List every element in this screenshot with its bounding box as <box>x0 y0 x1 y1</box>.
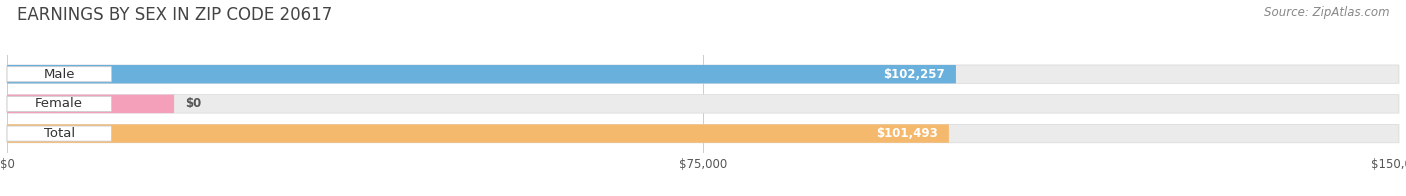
FancyBboxPatch shape <box>7 124 949 143</box>
Text: Source: ZipAtlas.com: Source: ZipAtlas.com <box>1264 6 1389 19</box>
FancyBboxPatch shape <box>7 65 1399 83</box>
Text: $101,493: $101,493 <box>876 127 938 140</box>
Text: $102,257: $102,257 <box>883 68 945 81</box>
FancyBboxPatch shape <box>7 65 956 83</box>
Text: Male: Male <box>44 68 75 81</box>
Text: Total: Total <box>44 127 75 140</box>
Text: Female: Female <box>35 97 83 110</box>
FancyBboxPatch shape <box>7 95 1399 113</box>
FancyBboxPatch shape <box>7 95 174 113</box>
FancyBboxPatch shape <box>7 126 111 141</box>
Text: EARNINGS BY SEX IN ZIP CODE 20617: EARNINGS BY SEX IN ZIP CODE 20617 <box>17 6 332 24</box>
Text: $0: $0 <box>186 97 201 110</box>
FancyBboxPatch shape <box>7 96 111 112</box>
FancyBboxPatch shape <box>7 124 1399 143</box>
FancyBboxPatch shape <box>7 67 111 82</box>
